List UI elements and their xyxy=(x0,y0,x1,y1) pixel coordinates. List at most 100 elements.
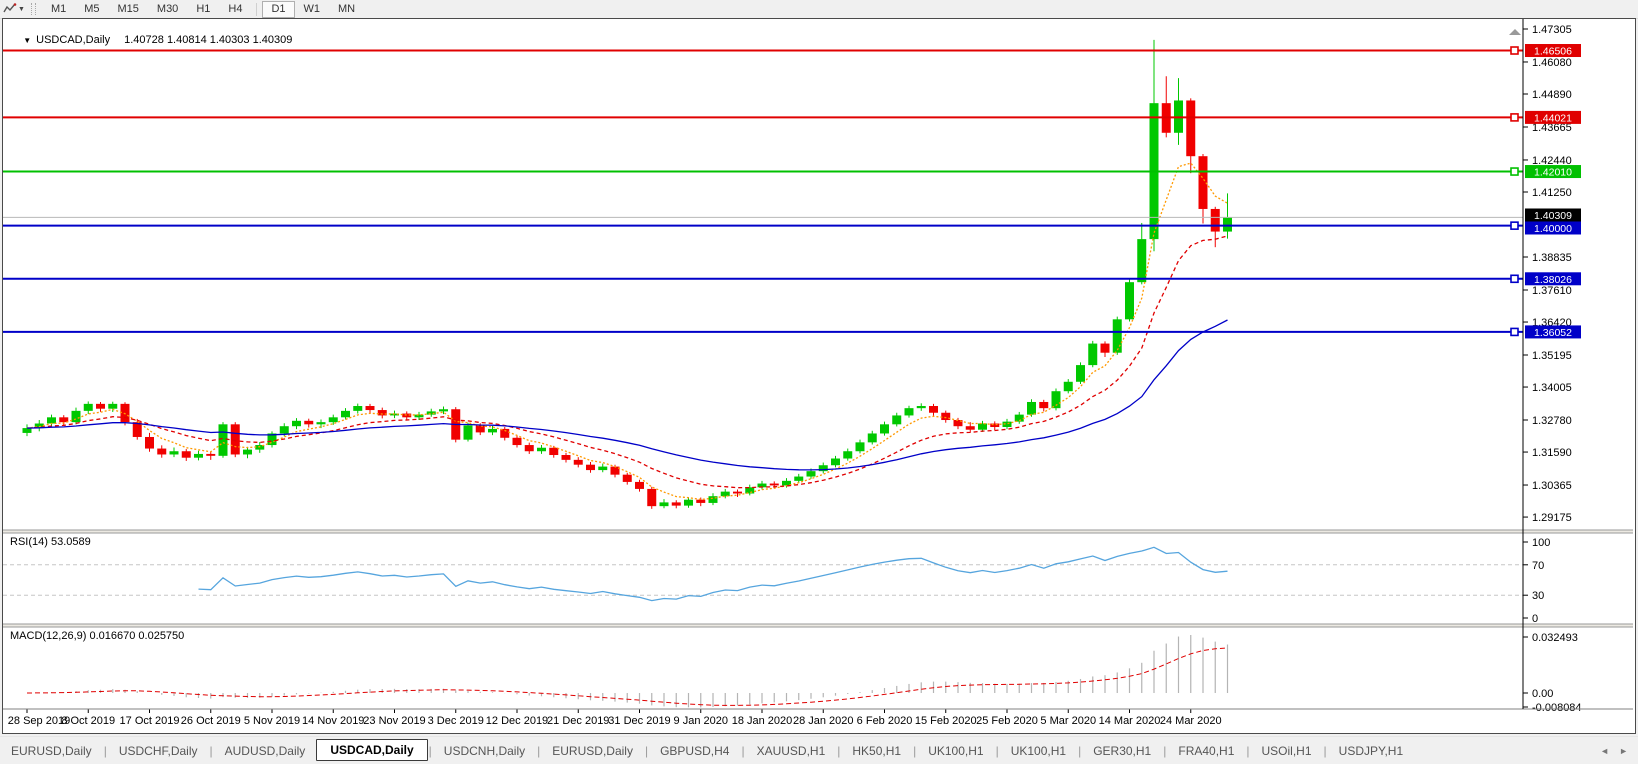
chart-tab-eurusd-daily[interactable]: EURUSD,Daily xyxy=(552,743,633,758)
date-tick-label: 6 Feb 2020 xyxy=(857,715,913,727)
timeframe-button-h1[interactable]: H1 xyxy=(196,2,211,15)
price-badge-label: 1.42010 xyxy=(1534,167,1572,179)
macd-signal-line xyxy=(26,647,1228,706)
price-badge-label: 1.40309 xyxy=(1534,210,1572,222)
date-tick-label: 5 Nov 2019 xyxy=(244,715,300,727)
tab-separator: | xyxy=(1246,743,1250,758)
date-tick-label: 14 Nov 2019 xyxy=(302,715,364,727)
timeframe-button-d1[interactable]: D1 xyxy=(262,0,295,18)
level-line-handle[interactable] xyxy=(1510,46,1519,55)
price-badge-label: 1.38026 xyxy=(1534,274,1572,286)
price-tick-label: 1.38835 xyxy=(1532,252,1572,264)
tab-scroll-controls: ◄ ► xyxy=(1600,746,1638,756)
tab-scroll-left-icon[interactable]: ◄ xyxy=(1600,745,1610,756)
chart-tab-audusd-daily[interactable]: AUDUSD,Daily xyxy=(224,743,306,758)
rsi-axis-label: 70 xyxy=(1532,560,1544,572)
chart-tab-gbpusd-h4[interactable]: GBPUSD,H4 xyxy=(660,743,730,758)
macd-axis-label: 0.032493 xyxy=(1532,632,1578,644)
chart-tab-eurusd-daily[interactable]: EURUSD,Daily xyxy=(11,743,92,758)
timeframe-button-w1[interactable]: W1 xyxy=(303,2,321,15)
main-chart-pane[interactable] xyxy=(3,29,1523,509)
tab-scroll-right-icon[interactable]: ► xyxy=(1619,745,1628,756)
rsi-pane[interactable] xyxy=(3,546,1523,602)
ma-fast-line xyxy=(26,162,1228,501)
price-tick-label: 1.47305 xyxy=(1532,24,1572,36)
rsi-axis-label: 100 xyxy=(1532,537,1550,549)
date-tick-label: 14 Mar 2020 xyxy=(1099,715,1161,727)
tab-separator: | xyxy=(1323,743,1327,758)
timeframe-button-m1[interactable]: M1 xyxy=(50,2,67,15)
chart-shift-marker-icon[interactable] xyxy=(1509,29,1521,35)
price-tick-label: 1.31590 xyxy=(1532,447,1572,459)
level-line-handle[interactable] xyxy=(1510,113,1519,122)
chart-tab-xauusd-h1[interactable]: XAUUSD,H1 xyxy=(756,743,826,758)
rsi-axis-label: 30 xyxy=(1532,590,1544,602)
price-axis[interactable]: 100 70 30 0 0.032493 0.00 -0.008084 1.47305 1.46… xyxy=(1523,24,1582,714)
tab-separator: | xyxy=(209,743,213,758)
date-tick-label: 28 Jan 2020 xyxy=(793,715,854,727)
date-tick-label: 26 Oct 2019 xyxy=(181,715,241,727)
date-tick-label: 15 Feb 2020 xyxy=(915,715,977,727)
chevron-down-icon[interactable]: ▼ xyxy=(18,5,25,13)
level-line-handle[interactable] xyxy=(1510,327,1519,337)
rsi-axis-label: 0 xyxy=(1532,613,1538,625)
pane-splitter[interactable] xyxy=(3,530,1633,533)
price-chart-plot[interactable]: 100 70 30 0 0.032493 0.00 -0.008084 1.47305 1.46… xyxy=(3,19,1633,731)
date-tick-label: 8 Oct 2019 xyxy=(61,715,115,727)
price-tick-label: 1.42440 xyxy=(1532,155,1572,167)
price-badge-label: 1.46506 xyxy=(1534,46,1572,58)
timeframe-button-mn[interactable]: MN xyxy=(338,2,356,15)
date-tick-label: 3 Dec 2019 xyxy=(428,715,484,727)
date-tick-label: 24 Mar 2020 xyxy=(1160,715,1222,727)
tab-separator: | xyxy=(537,743,541,758)
timeframe-button-m30[interactable]: M30 xyxy=(156,2,179,15)
chart-window[interactable]: 100 70 30 0 0.032493 0.00 -0.008084 1.47305 1.46… xyxy=(2,18,1636,734)
price-badge-label: 1.40000 xyxy=(1534,223,1572,235)
chart-tab-fra40-h1[interactable]: FRA40,H1 xyxy=(1178,743,1235,758)
tab-separator: | xyxy=(741,743,745,758)
timeframe-button-h4[interactable]: H4 xyxy=(228,2,243,15)
timeframe-button-m5[interactable]: M5 xyxy=(84,2,100,15)
chart-tab-uk100-h1[interactable]: UK100,H1 xyxy=(928,743,984,758)
date-tick-label: 12 Dec 2019 xyxy=(486,715,548,727)
tab-separator: | xyxy=(913,743,917,758)
macd-pane[interactable] xyxy=(26,635,1229,708)
chart-tab-usdcnh-daily[interactable]: USDCNH,Daily xyxy=(443,743,526,758)
chart-tab-hk50-h1[interactable]: HK50,H1 xyxy=(852,743,902,758)
top-toolbar: ▼ M1 M5 M15 M30 H1 H4 D1 W1 MN xyxy=(0,0,1638,19)
price-tick-label: 1.37610 xyxy=(1532,285,1572,297)
date-tick-label: 18 Jan 2020 xyxy=(732,715,793,727)
chart-tab-usoil-h1[interactable]: USOil,H1 xyxy=(1261,743,1312,758)
tab-separator: | xyxy=(103,743,107,758)
ma-slow-line xyxy=(26,319,1228,471)
chart-tools-icon[interactable] xyxy=(0,1,20,17)
chart-tab-uk100-h1[interactable]: UK100,H1 xyxy=(1010,743,1067,758)
chart-tabs: EURUSD,Daily | USDCHF,Daily | AUDUSD,Daily US… xyxy=(0,738,1414,761)
price-badge-label: 1.36052 xyxy=(1534,327,1572,339)
level-line-handle[interactable] xyxy=(1510,274,1519,284)
price-tick-label: 1.44890 xyxy=(1532,89,1572,101)
level-line-handle[interactable] xyxy=(1510,221,1519,230)
level-line-handle[interactable] xyxy=(1510,167,1519,176)
tab-separator: | xyxy=(428,743,432,758)
ma-medium-line xyxy=(26,235,1228,489)
tab-separator: | xyxy=(995,743,999,758)
toolbar-grip[interactable] xyxy=(30,3,36,15)
date-tick-label: 28 Sep 2019 xyxy=(8,715,70,727)
macd-axis-label: 0.00 xyxy=(1532,688,1553,700)
price-tick-label: 1.43665 xyxy=(1532,122,1572,134)
date-tick-label: 17 Oct 2019 xyxy=(120,715,180,727)
chart-tab-usdchf-daily[interactable]: USDCHF,Daily xyxy=(118,743,198,758)
timeframe-button-m15[interactable]: M15 xyxy=(117,2,139,15)
chart-tab-ger30-h1[interactable]: GER30,H1 xyxy=(1093,743,1152,758)
price-badge-label: 1.44021 xyxy=(1534,112,1572,124)
price-badge-1.40000 xyxy=(1525,221,1581,235)
timeframe-button-group: M1 M5 M15 M30 H1 H4 D1 W1 MN xyxy=(42,0,364,18)
price-tick-label: 1.30365 xyxy=(1532,480,1572,492)
pane-splitter[interactable] xyxy=(3,624,1633,627)
price-badge-1.46506 xyxy=(1525,44,1581,58)
chart-tab-usdcad-daily[interactable]: USDCAD,Daily xyxy=(316,738,428,761)
chart-tab-usdjpy-h1[interactable]: USDJPY,H1 xyxy=(1338,743,1404,758)
candlestick-series xyxy=(22,39,1232,509)
